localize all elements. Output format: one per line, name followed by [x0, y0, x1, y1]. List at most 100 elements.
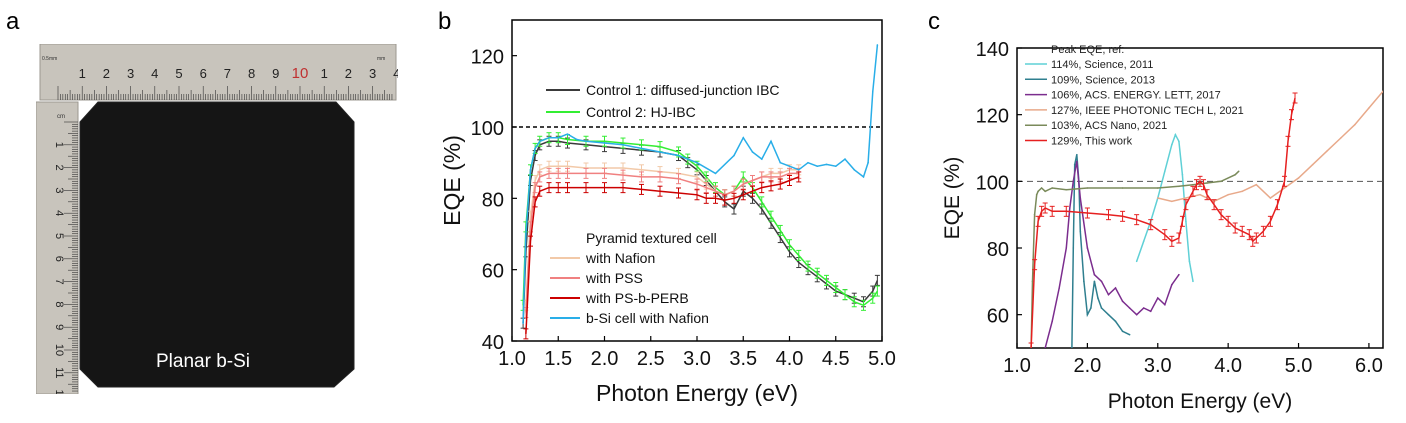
x-tick-label: 1.0: [1003, 355, 1031, 377]
ruler-left-number: 11: [53, 367, 65, 378]
ruler-top-number: 4: [151, 66, 158, 81]
x-tick-label: 2.0: [591, 348, 619, 370]
series-line-control-2-hj-ibc: [522, 136, 879, 307]
ruler-left-number: 6: [53, 256, 65, 262]
y-tick-label: 100: [976, 172, 1009, 194]
data-point: [1156, 197, 1159, 199]
data-point: [1171, 200, 1173, 203]
data-point: [1164, 303, 1166, 306]
data-point: [1044, 347, 1046, 348]
data-point: [1234, 173, 1236, 176]
x-tick-label: 3.0: [683, 348, 711, 370]
wafer: [79, 101, 355, 388]
ruler-top-unit: mm: [377, 56, 385, 62]
data-point: [1178, 185, 1180, 188]
y-tick-label: 140: [976, 39, 1009, 61]
data-point: [1188, 260, 1191, 263]
panel-label-a: a: [6, 8, 20, 35]
ruler-top-number: 2: [345, 66, 352, 81]
x-tick-label: 4.0: [1214, 355, 1242, 377]
data-point: [1121, 300, 1124, 303]
data-point: [1325, 150, 1328, 153]
chart-b: 1.0 1.5 2.0 2.5 3.0 3.5 4.0 4.5 5.0 40 60 80 100 120 P…: [439, 19, 896, 406]
legend-label: 114%, Science, 2011: [1051, 59, 1153, 71]
data-point: [1097, 297, 1099, 299]
y-tick-label: 80: [482, 189, 504, 211]
data-point: [1107, 313, 1110, 316]
ruler-top-number: 3: [127, 66, 134, 81]
data-point: [1058, 287, 1061, 289]
data-point: [714, 172, 717, 175]
x-tick-label: 1.5: [544, 348, 572, 370]
ruler-top: 0.5mm mm 1234567891012345: [39, 44, 398, 101]
data-point: [1149, 310, 1152, 313]
y-axis-label: EQE (%): [941, 157, 964, 240]
data-point: [779, 161, 782, 164]
ruler-left-number: 9: [53, 324, 65, 330]
data-point: [1171, 283, 1173, 286]
x-tick-label: 3.5: [729, 348, 757, 370]
data-point: [816, 165, 819, 168]
data-point: [1368, 107, 1370, 109]
ruler-top-number: 4: [393, 66, 398, 81]
x-tick-label: 2.5: [637, 348, 665, 370]
y-axis-label: EQE (%): [439, 135, 465, 226]
data-point: [575, 138, 578, 141]
data-point: [1156, 187, 1159, 189]
x-tick-label: 5.0: [1285, 355, 1313, 377]
x-tick-label: 4.5: [822, 348, 850, 370]
data-point: [522, 322, 524, 324]
data-point: [1185, 197, 1187, 199]
ruler-top-number: 1: [79, 66, 86, 81]
data-point: [1185, 220, 1187, 223]
data-point: [1073, 163, 1076, 166]
data-point: [1128, 307, 1131, 309]
data-point: [1192, 280, 1194, 283]
data-point: [1382, 90, 1383, 93]
data-point: [1121, 187, 1124, 189]
data-point: [853, 169, 856, 171]
data-point: [1178, 273, 1180, 276]
data-point: [1072, 247, 1075, 249]
data-point: [696, 161, 698, 164]
data-point: [1171, 143, 1173, 146]
data-point: [1100, 280, 1103, 283]
data-point: [640, 147, 643, 150]
data-point: [1114, 320, 1117, 323]
ruler-left-number: 12: [53, 389, 65, 394]
data-point: [1035, 193, 1038, 196]
data-point: [862, 176, 865, 178]
data-point: [1206, 182, 1208, 184]
data-point: [585, 140, 587, 143]
ruler-top-number: 6: [200, 66, 207, 81]
data-point: [1079, 197, 1082, 199]
data-point: [1044, 190, 1046, 193]
data-point: [1076, 160, 1078, 163]
data-point: [538, 140, 541, 143]
data-point: [1107, 293, 1110, 296]
data-point: [1086, 187, 1089, 189]
legend-label: 109%, Science, 2013: [1051, 74, 1155, 86]
data-point: [867, 161, 869, 164]
x-axis-label: Photon Energy (eV): [596, 380, 798, 406]
data-point: [1199, 193, 1201, 196]
series-line-103-acs-nano-2021: [1030, 170, 1240, 348]
ruler-left-number: 5: [53, 233, 65, 239]
data-point: [1072, 180, 1075, 183]
data-point: [770, 140, 772, 143]
data-point: [525, 233, 527, 235]
data-point: [1083, 280, 1085, 283]
data-point: [844, 158, 846, 160]
data-point: [797, 169, 800, 171]
legend-title: Peak EQE, ref:: [1051, 44, 1124, 56]
data-point: [876, 44, 879, 46]
data-point: [1040, 187, 1043, 189]
series-line-106-acs-energy-lett-2017: [1044, 161, 1180, 348]
data-point: [1065, 247, 1068, 249]
data-point: [1090, 307, 1092, 309]
ruler-top-number: 9: [272, 66, 279, 81]
data-point: [1121, 330, 1124, 333]
data-point: [622, 144, 624, 146]
legend-label: 127%, IEEE PHOTONIC TECH L, 2021: [1051, 105, 1244, 117]
x-axis-label: Photon Energy (eV): [1108, 390, 1292, 413]
